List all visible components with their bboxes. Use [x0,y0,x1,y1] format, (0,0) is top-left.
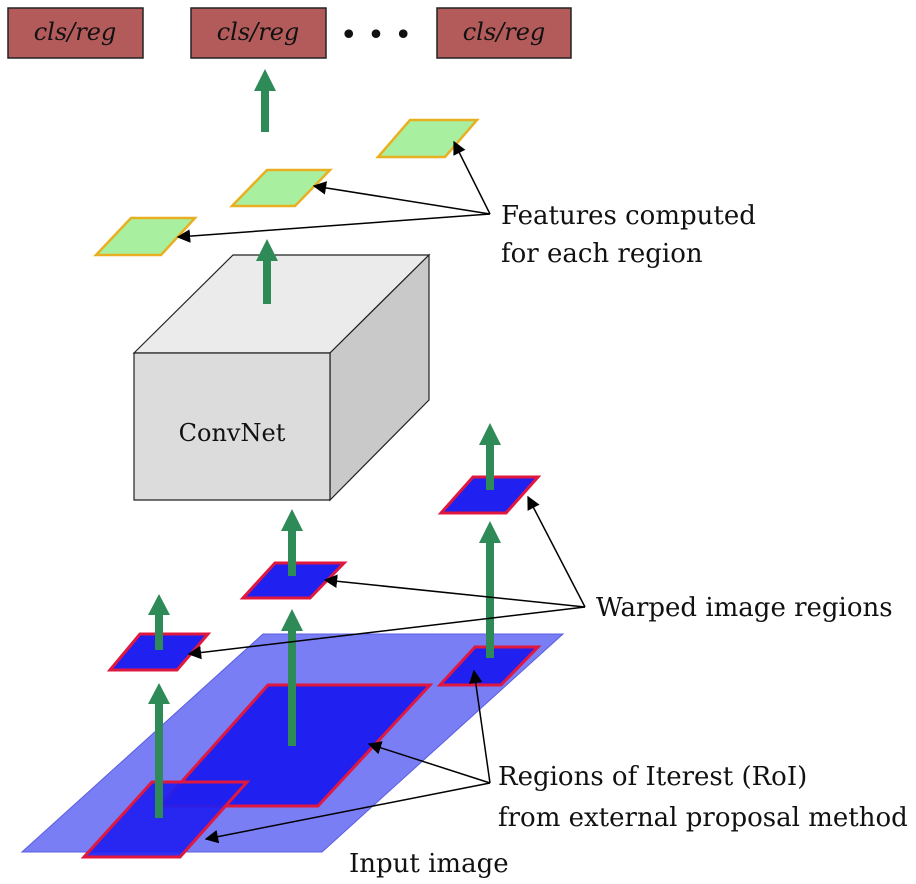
green-arrow-convnet [256,239,278,304]
output-box-3-label: cls/reg [463,18,546,46]
warped-region-2 [239,561,348,600]
roi-label-line2: from external proposal method [498,803,908,833]
convnet-front-face [133,352,331,501]
feature-map-1 [93,216,198,257]
convnet-label: ConvNet [179,419,286,447]
warped-region-3 [437,475,542,515]
green-arrow-roi-right [479,521,501,658]
warped-regions-group [106,475,542,672]
green-arrow-roi-center [281,609,303,746]
pointer-features-3 [453,140,491,215]
output-box-1-label: cls/reg [34,18,117,46]
output-box-3: cls/reg [436,7,572,59]
output-box-2-label: cls/reg [217,18,300,46]
pointer-roi-1 [204,782,491,844]
green-arrow-warp-right [479,423,501,490]
labels: Features computed for each region Warped… [498,201,908,833]
green-arrow-warp-left [148,594,170,650]
convnet-cube: ConvNet [132,253,431,502]
green-arrow-warp-center [281,509,303,576]
output-box-2: cls/reg [190,7,327,59]
feature-map-3 [375,118,480,159]
input-image-label: Input image [349,849,509,879]
warped-label: Warped image regions [596,593,893,623]
pointer-arrows [176,140,586,844]
output-ellipsis: • • • [340,18,412,53]
pointer-warped-3 [527,495,586,608]
pointer-features-1 [176,213,491,243]
features-label-line2: for each region [501,239,703,269]
features-label-line1: Features computed [501,201,756,231]
pointer-roi-3 [469,669,491,784]
warped-region-1 [106,632,212,672]
output-box-1: cls/reg [7,7,144,59]
green-arrow-roi-left [148,683,170,818]
green-arrow-features [254,69,276,132]
output-boxes: cls/reg cls/reg • • • cls/reg [7,7,572,59]
green-arrows [148,69,501,818]
pointer-warped-2 [323,574,586,608]
pointer-roi-2 [367,741,491,784]
roi-box-left [80,780,251,859]
roi-label-line1: Regions of Iterest (RoI) [498,762,807,792]
roi-box-right [436,645,542,687]
pointer-warped-1 [187,606,586,660]
feature-map-2 [229,168,333,208]
pointer-features-2 [312,181,491,215]
features-group [93,118,480,257]
